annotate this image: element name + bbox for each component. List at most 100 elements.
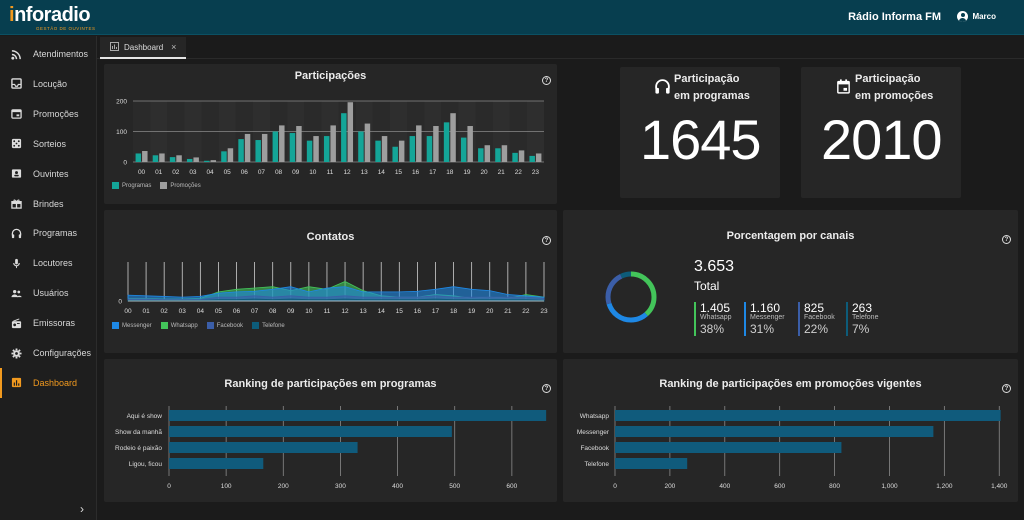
collapse-sidebar-button[interactable]: › xyxy=(80,502,84,516)
x-tick-label: 09 xyxy=(292,169,300,176)
x-tick-label: 03 xyxy=(179,308,187,315)
logo-text-i: i xyxy=(9,4,15,26)
legend-item[interactable]: Facebook xyxy=(206,322,243,329)
bar xyxy=(409,136,416,162)
user-menu[interactable]: Marco xyxy=(957,11,996,22)
x-tick-label: 100 xyxy=(221,483,232,490)
x-tick-label: 08 xyxy=(269,308,277,315)
x-tick-label: 07 xyxy=(258,169,266,176)
bar xyxy=(615,426,934,437)
x-tick-label: 500 xyxy=(449,483,460,490)
help-icon[interactable]: ? xyxy=(542,76,551,85)
sidebar-item-usuarios[interactable]: Usuários xyxy=(0,278,96,308)
legend-label: Programas xyxy=(122,182,152,189)
sidebar-item-programas[interactable]: Programas xyxy=(0,218,96,248)
rss-icon xyxy=(11,49,22,60)
x-tick-label: 22 xyxy=(522,308,530,315)
bar xyxy=(169,458,264,469)
x-tick-label: 00 xyxy=(138,169,146,176)
stat-label-line2: em promoções xyxy=(855,90,934,102)
sidebar-item-locucao[interactable]: Locução xyxy=(0,69,96,99)
help-icon[interactable]: ? xyxy=(542,236,551,245)
x-tick-label: 06 xyxy=(233,308,241,315)
x-tick-label: 08 xyxy=(275,169,283,176)
x-tick-label: 16 xyxy=(412,169,420,176)
legend-item[interactable]: Telefone xyxy=(252,322,285,329)
sidebar-item-atendimentos[interactable]: Atendimentos xyxy=(0,39,96,69)
x-tick-label: 02 xyxy=(172,169,180,176)
legend-item[interactable]: Whatsapp xyxy=(160,322,198,329)
help-icon[interactable]: ? xyxy=(1002,384,1011,393)
tab-bar: Dashboard × xyxy=(97,36,1024,59)
bar xyxy=(433,126,439,162)
tab-dashboard[interactable]: Dashboard × xyxy=(100,37,186,59)
bar xyxy=(313,136,319,162)
channel-value: 263 xyxy=(852,301,873,315)
x-tick-label: 15 xyxy=(395,169,403,176)
bar xyxy=(450,113,456,162)
gift-icon xyxy=(11,198,22,209)
logo-text: nforadio xyxy=(14,4,91,26)
stat-label: Participação em promoções xyxy=(855,71,933,105)
help-icon[interactable]: ? xyxy=(1002,235,1011,244)
chart-icon xyxy=(110,41,119,53)
bar xyxy=(279,125,285,162)
bar xyxy=(398,140,405,162)
bar xyxy=(529,155,535,162)
logo-tagline: GESTÃO DE OUVINTES xyxy=(36,26,96,31)
x-tick-label: 600 xyxy=(506,483,517,490)
y-tick-label: Rodeio é paixão xyxy=(115,445,162,452)
x-tick-label: 22 xyxy=(515,169,523,176)
gear-icon xyxy=(11,347,22,359)
x-tick-label: 1,400 xyxy=(991,483,1008,490)
bar xyxy=(323,136,330,162)
x-tick-label: 09 xyxy=(287,308,295,315)
logo[interactable]: inforadio GESTÃO DE OUVINTES xyxy=(9,4,95,31)
legend-item[interactable]: Programas xyxy=(112,182,151,189)
station-name: Rádio Informa FM xyxy=(848,11,941,23)
card-title: Ranking de participações em promoções vi… xyxy=(659,378,922,390)
x-tick-label: 01 xyxy=(142,308,150,315)
x-tick-label: 400 xyxy=(392,483,403,490)
y-tick-label: Aqui é show xyxy=(127,413,163,420)
participacoes-chart: 0 100 200 00 01 02 03 04 05 06 07 08 09 10 11 12 13 14 15 1… xyxy=(116,99,544,176)
y-tick-label: Whatsapp xyxy=(580,413,610,420)
bar xyxy=(341,113,347,162)
stat-label-line1: Participação xyxy=(855,73,921,85)
sidebar-item-label: Locução xyxy=(33,78,68,89)
y-tick-label: Show da manhã xyxy=(115,429,162,436)
x-tick-label: 04 xyxy=(206,169,214,176)
help-icon[interactable]: ? xyxy=(542,384,551,393)
sidebar-item-label: Dashboard xyxy=(33,377,78,388)
donut-slice xyxy=(605,271,657,323)
legend-item[interactable]: Promoções xyxy=(160,182,201,189)
sidebar-item-dashboard[interactable]: Dashboard xyxy=(0,367,96,398)
x-tick-label: 15 xyxy=(396,308,404,315)
contacts-icon xyxy=(11,168,22,179)
canais-donut-chart xyxy=(605,271,657,323)
sidebar-item-brindes[interactable]: Brindes xyxy=(0,189,96,219)
x-tick-label: 05 xyxy=(215,308,223,315)
bar xyxy=(272,131,279,162)
sidebar-item-label: Emissoras xyxy=(33,318,76,329)
legend-item[interactable]: Messenger xyxy=(112,322,152,329)
x-tick-label: 11 xyxy=(324,308,331,315)
x-tick-label: 19 xyxy=(463,169,471,176)
x-tick-label: 14 xyxy=(378,308,386,315)
x-tick-label: 20 xyxy=(486,308,494,315)
close-icon[interactable]: × xyxy=(171,42,177,52)
sidebar-item-configuracoes[interactable]: Configurações xyxy=(0,338,96,368)
stat-label: Participação em programas xyxy=(674,71,750,105)
radio-icon xyxy=(11,318,22,329)
channel-stat-telefone: 263 Telefone 7% xyxy=(846,302,878,336)
sidebar-item-emissoras[interactable]: Emissoras xyxy=(0,308,96,338)
sidebar-item-promocoes[interactable]: Promoções xyxy=(0,99,96,129)
sidebar-item-sorteios[interactable]: Sorteios xyxy=(0,129,96,159)
sidebar-item-locutores[interactable]: Locutores xyxy=(0,248,96,278)
bar xyxy=(176,155,182,162)
sidebar-item-ouvintes[interactable]: Ouvintes xyxy=(0,159,96,189)
canais-card: Porcentagem por canais ? 3.653 Total 1.4… xyxy=(563,210,1018,353)
x-tick-label: 21 xyxy=(498,169,506,176)
top-bar: inforadio GESTÃO DE OUVINTES Rádio Infor… xyxy=(0,0,1024,35)
bar xyxy=(210,160,217,162)
